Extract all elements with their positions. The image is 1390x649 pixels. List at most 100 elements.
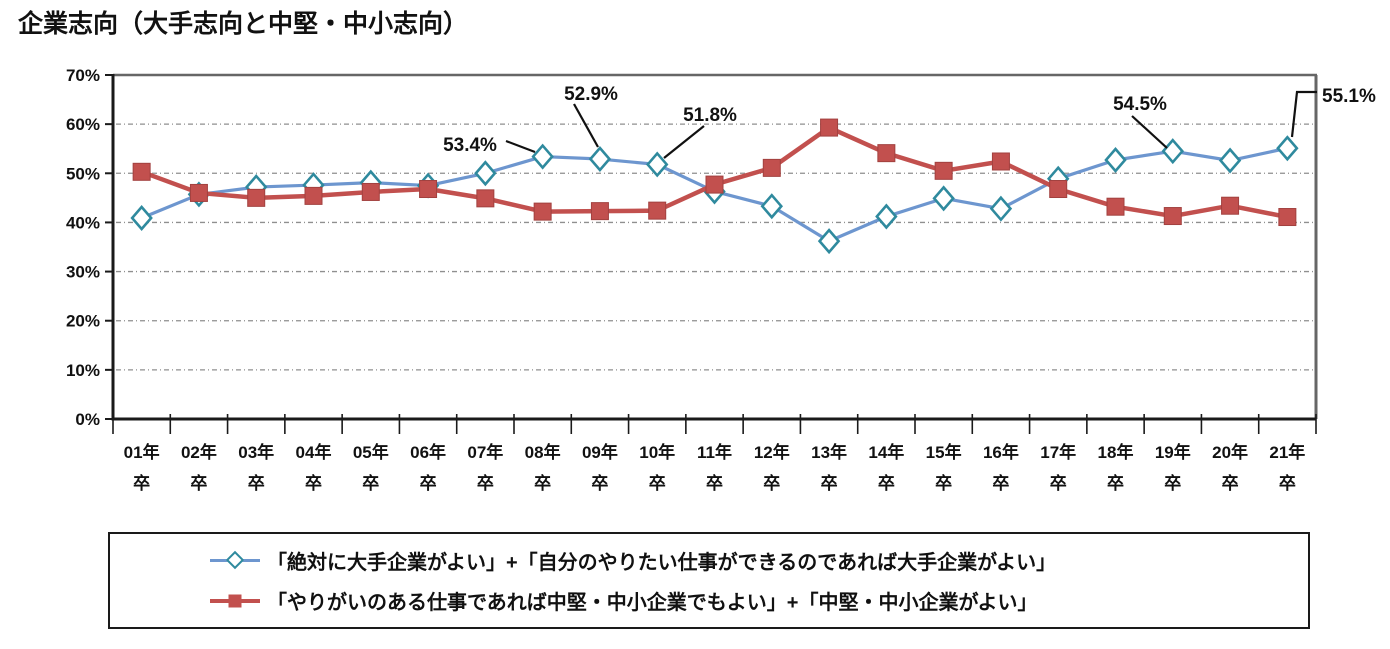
smb-series-marker-icon [210, 590, 260, 612]
data-point-marker-square [877, 144, 896, 163]
annotation-leader-line [1290, 90, 1317, 138]
x-tick-label-year: 13年 [811, 442, 847, 462]
data-point-marker-square [476, 189, 495, 208]
x-tick-label-year: 15年 [926, 442, 962, 462]
x-tick-label-year: 05年 [353, 442, 389, 462]
data-point-marker-square [419, 180, 438, 199]
data-point-marker-diamond [1104, 147, 1127, 174]
x-tick-label-year: 16年 [983, 442, 1019, 462]
legend-label-small-medium-company: 「やりがいのある仕事であれば中堅・中小企業でもよい」+「中堅・中小企業がよい」 [267, 592, 1038, 615]
x-tick-label-suffix: 卒 [133, 473, 150, 493]
x-tick-label-suffix: 卒 [305, 473, 322, 493]
x-tick-label-suffix: 卒 [935, 473, 952, 493]
data-point-marker-square [648, 201, 667, 220]
y-axis-labels: 0% 10% 20% 30% 40% 50% 60% 70% [66, 66, 113, 429]
legend-label-major-company: 「絶対に大手企業がよい」+「自分のやりたい仕事ができるのであれば大手企業がよい」 [267, 551, 1057, 574]
data-point-marker-diamond [531, 143, 554, 170]
data-point-marker-diamond [130, 205, 153, 231]
x-tick-label-year: 09年 [582, 442, 618, 462]
x-tick-label-year: 14年 [868, 442, 904, 462]
data-point-marker-diamond [760, 193, 784, 220]
data-point-marker-square [361, 182, 380, 201]
value-annotation: 53.4% [443, 135, 497, 156]
x-tick-label-year: 11年 [697, 442, 732, 462]
y-tick-label: 30% [66, 263, 100, 282]
major-series-marker-icon [210, 549, 260, 571]
series-smb [132, 118, 1297, 227]
annotation-leader-line [1131, 115, 1168, 149]
diamond-marker-icon [225, 550, 245, 570]
data-point-marker-square [590, 202, 609, 221]
x-tick-label-suffix: 卒 [190, 473, 207, 493]
data-point-marker-square [189, 183, 208, 202]
value-annotation: 55.1% [1322, 86, 1376, 107]
data-point-marker-square [1049, 180, 1068, 199]
value-annotation: 52.9% [564, 84, 618, 105]
gridlines [116, 123, 1315, 371]
legend-box: 「絶対に大手企業がよい」+「自分のやりたい仕事ができるのであれば大手企業がよい」… [108, 532, 1310, 629]
x-tick-label-year: 12年 [754, 442, 790, 462]
x-tick-label-suffix: 卒 [1279, 473, 1296, 493]
legend-item-major-company: 「絶対に大手企業がよい」+「自分のやりたい仕事ができるのであれば大手企業がよい」 [210, 546, 1308, 575]
annotation-leader-line [505, 139, 536, 154]
x-tick-label-suffix: 卒 [1107, 473, 1124, 493]
x-tick-label-year: 07年 [467, 442, 503, 462]
x-tick-label-year: 02年 [181, 442, 217, 462]
x-tick-label-suffix: 卒 [420, 473, 437, 493]
legend-item-small-medium-company: 「やりがいのある仕事であれば中堅・中小企業でもよい」+「中堅・中小企業がよい」 [210, 586, 1308, 615]
square-marker-icon [228, 594, 242, 608]
annotation-leader-line [573, 103, 599, 148]
data-point-marker-square [247, 188, 266, 207]
x-tick-label-suffix: 卒 [649, 473, 666, 493]
y-tick-label: 40% [66, 213, 100, 232]
data-point-marker-square [1106, 197, 1125, 216]
data-point-marker-square [1221, 196, 1240, 215]
annotation-leader-line [663, 125, 705, 159]
x-tick-label-year: 20年 [1212, 442, 1248, 462]
x-tick-label-suffix: 卒 [591, 473, 608, 493]
data-point-marker-square [533, 202, 552, 221]
x-tick-label-year: 18年 [1098, 442, 1134, 462]
x-tick-label-year: 19年 [1155, 442, 1191, 462]
x-tick-label-year: 03年 [238, 442, 274, 462]
x-tick-label-suffix: 卒 [1050, 473, 1067, 493]
data-point-marker-diamond [875, 203, 898, 230]
data-point-marker-diamond [1218, 147, 1242, 174]
x-tick-label-suffix: 卒 [821, 473, 838, 493]
y-tick-label: 50% [66, 164, 100, 183]
y-tick-label: 0% [75, 410, 100, 429]
x-tick-label-year: 21年 [1269, 442, 1305, 462]
data-point-marker-square [705, 175, 724, 194]
x-tick-label-year: 08年 [525, 442, 561, 462]
plot-frame [113, 73, 1318, 419]
axes [111, 74, 1316, 421]
x-tick-label-year: 01年 [124, 442, 160, 462]
y-tick-label: 60% [66, 115, 100, 134]
data-point-marker-diamond [645, 151, 669, 178]
annotations: 53.4% 52.9% 51.8% 54.5% 55.1% [443, 84, 1376, 159]
x-axis-ticks [112, 414, 1317, 434]
x-tick-label-suffix: 卒 [763, 473, 780, 493]
data-point-marker-diamond [1276, 135, 1299, 162]
x-tick-label-year: 10年 [639, 442, 675, 462]
x-tick-label-year: 17年 [1040, 442, 1076, 462]
data-point-marker-diamond [1161, 138, 1185, 165]
x-tick-label-suffix: 卒 [248, 473, 265, 493]
data-point-marker-square [1163, 207, 1182, 226]
x-tick-label-suffix: 卒 [362, 473, 379, 493]
data-point-marker-diamond [932, 185, 955, 212]
data-point-marker-square [820, 118, 839, 137]
x-tick-label-suffix: 卒 [477, 473, 494, 493]
y-tick-label: 20% [66, 312, 100, 331]
page-title: 企業志向（大手志向と中堅・中小志向） [18, 10, 469, 38]
x-tick-label-suffix: 卒 [534, 473, 551, 493]
data-point-marker-diamond [474, 160, 497, 187]
value-annotation: 54.5% [1113, 94, 1167, 115]
data-point-marker-square [304, 186, 323, 205]
x-tick-label-year: 04年 [296, 442, 332, 462]
x-tick-label-year: 06年 [410, 442, 446, 462]
y-tick-label: 70% [66, 66, 100, 85]
data-point-marker-diamond [989, 195, 1013, 222]
data-point-marker-diamond [588, 146, 612, 173]
